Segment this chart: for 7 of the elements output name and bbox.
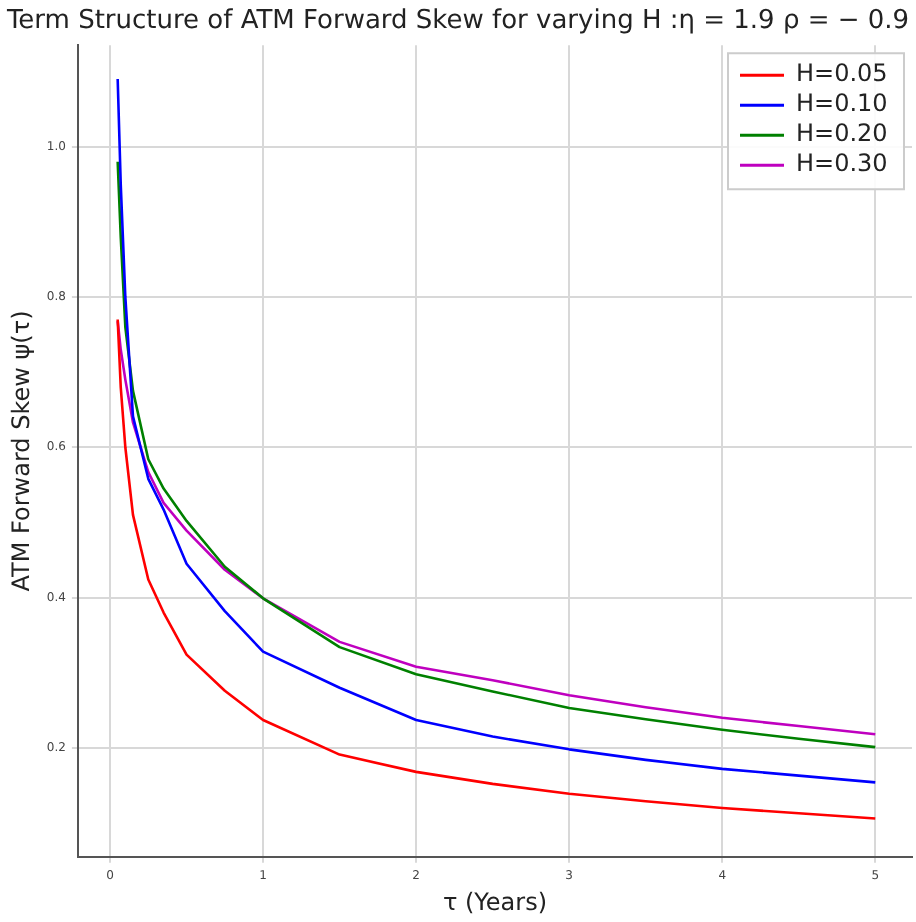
legend-label: H=0.20 (796, 119, 888, 148)
legend-label: H=0.30 (796, 149, 888, 178)
chart-title: Term Structure of ATM Forward Skew for varying H :η = 1.9 ρ = − 0.9 (4, 6, 910, 37)
x-axis-title: τ (Years) (442, 887, 547, 916)
y-axis-title: ATM Forward Skew ψ(τ) (6, 310, 35, 592)
legend-label: H=0.10 (796, 89, 888, 118)
legend-label: H=0.05 (796, 59, 888, 88)
